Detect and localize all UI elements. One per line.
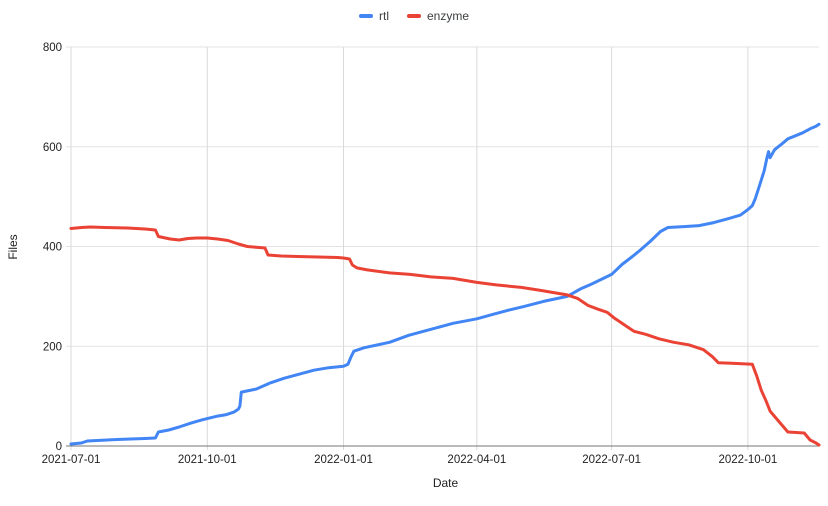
legend-item-enzyme[interactable]: enzyme — [406, 9, 470, 23]
y-tick-label: 0 — [56, 441, 62, 453]
x-axis-title: Date — [432, 476, 459, 490]
x-tick-label: 2022-07-01 — [582, 454, 641, 466]
y-axis-title: Files — [6, 234, 20, 260]
chart-legend: rtl enzyme — [0, 9, 828, 23]
x-tick-label: 2022-01-01 — [314, 454, 373, 466]
x-tick-label: 2021-07-01 — [42, 454, 101, 466]
legend-label-rtl: rtl — [378, 9, 389, 23]
legend-item-rtl[interactable]: rtl — [358, 9, 389, 23]
x-tick-label: 2022-04-01 — [447, 454, 506, 466]
legend-swatch-rtl-icon — [358, 14, 373, 18]
y-tick-label: 200 — [43, 341, 62, 353]
y-tick-label: 600 — [43, 142, 62, 154]
y-tick-label: 800 — [43, 42, 62, 54]
x-tick-label: 2022-10-01 — [718, 454, 777, 466]
x-tick-label: 2021-10-01 — [178, 454, 237, 466]
y-tick-label: 400 — [43, 242, 62, 254]
series-line-rtl[interactable] — [69, 122, 821, 446]
legend-swatch-enzyme-icon — [406, 14, 421, 18]
series-line-enzyme[interactable] — [69, 225, 821, 447]
legend-label-enzyme: enzyme — [426, 9, 470, 23]
